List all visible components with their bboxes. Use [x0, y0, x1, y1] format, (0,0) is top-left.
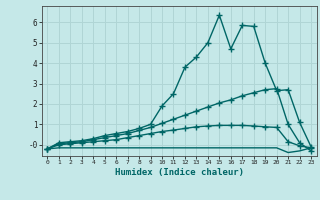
X-axis label: Humidex (Indice chaleur): Humidex (Indice chaleur)	[115, 168, 244, 177]
